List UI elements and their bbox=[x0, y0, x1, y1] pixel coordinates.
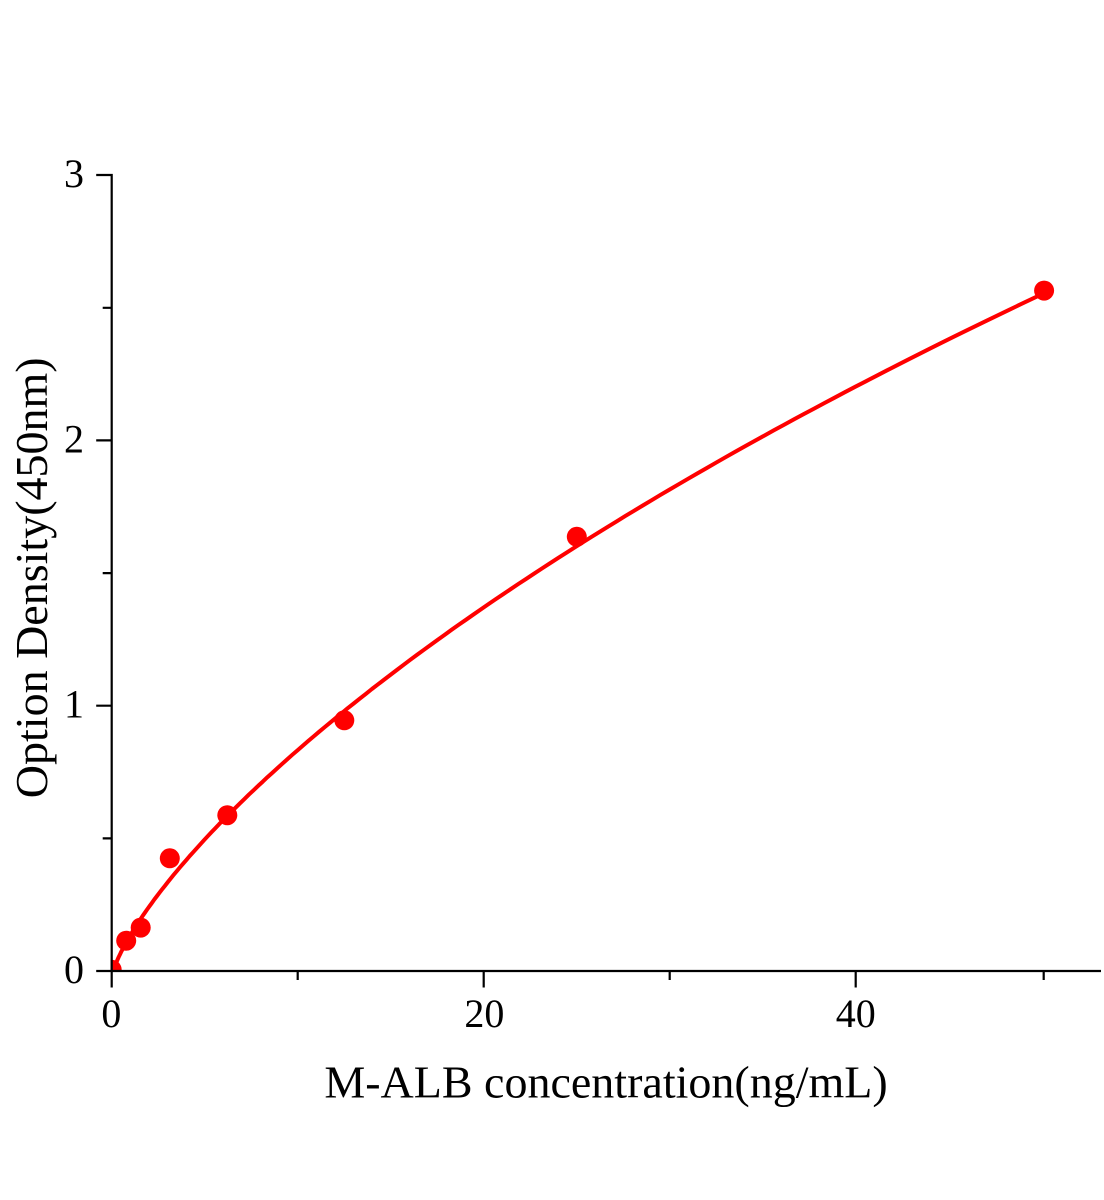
svg-text:40: 40 bbox=[836, 991, 876, 1036]
svg-text:Option Density(450nm): Option Density(450nm) bbox=[6, 357, 57, 798]
svg-text:M-ALB concentration(ng/mL): M-ALB concentration(ng/mL) bbox=[324, 1057, 887, 1108]
svg-text:0: 0 bbox=[101, 991, 121, 1036]
svg-text:1: 1 bbox=[64, 682, 84, 727]
svg-text:0: 0 bbox=[64, 947, 84, 992]
svg-text:2: 2 bbox=[64, 416, 84, 461]
svg-text:20: 20 bbox=[464, 991, 504, 1036]
svg-text:3: 3 bbox=[64, 151, 84, 196]
